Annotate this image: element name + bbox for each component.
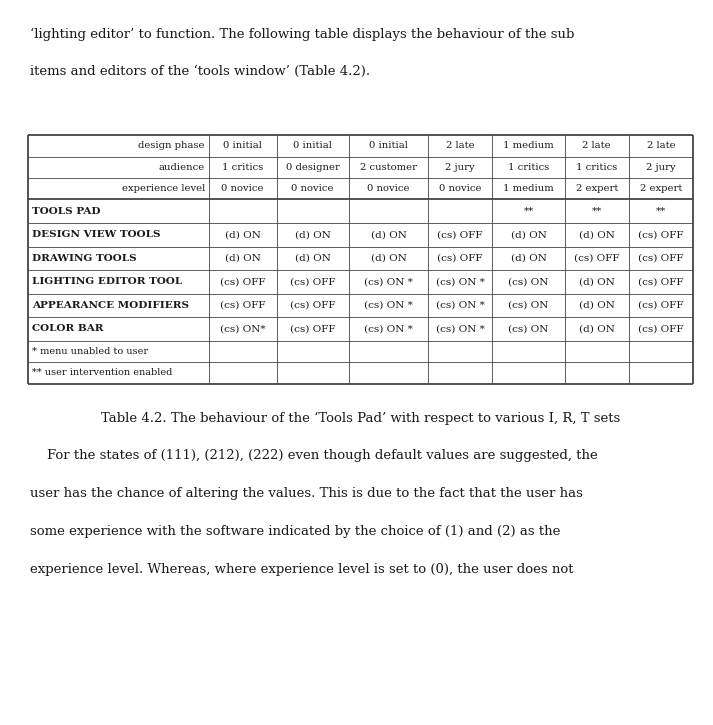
Text: (cs) OFF: (cs) OFF [438, 231, 483, 239]
Text: audience: audience [158, 162, 205, 172]
Text: 0 designer: 0 designer [286, 162, 339, 172]
Text: DESIGN VIEW TOOLS: DESIGN VIEW TOOLS [32, 231, 160, 239]
Text: (cs) ON *: (cs) ON * [364, 324, 413, 334]
Text: 0 initial: 0 initial [223, 141, 262, 150]
Text: 1 critics: 1 critics [222, 162, 263, 172]
Text: * menu unabled to user: * menu unabled to user [32, 347, 148, 356]
Text: (cs) ON *: (cs) ON * [364, 277, 413, 286]
Text: (cs) ON: (cs) ON [508, 324, 549, 334]
Text: (cs) ON: (cs) ON [508, 301, 549, 310]
Text: (d) ON: (d) ON [371, 231, 406, 239]
Text: 0 initial: 0 initial [293, 141, 332, 150]
Text: items and editors of the ‘tools window’ (Table 4.2).: items and editors of the ‘tools window’ … [30, 65, 370, 78]
Text: 0 novice: 0 novice [439, 184, 481, 194]
Text: (cs) OFF: (cs) OFF [220, 277, 265, 286]
Text: (cs) OFF: (cs) OFF [290, 277, 335, 286]
Text: (cs) OFF: (cs) OFF [638, 301, 684, 310]
Text: (cs) ON *: (cs) ON * [436, 324, 485, 334]
Text: COLOR BAR: COLOR BAR [32, 324, 103, 334]
Text: (cs) OFF: (cs) OFF [638, 277, 684, 286]
Text: 2 expert: 2 expert [640, 184, 682, 194]
Text: 2 late: 2 late [583, 141, 611, 150]
Text: 1 critics: 1 critics [508, 162, 549, 172]
Text: (cs) OFF: (cs) OFF [574, 254, 620, 262]
Text: 2 expert: 2 expert [575, 184, 618, 194]
Text: 0 novice: 0 novice [222, 184, 264, 194]
Text: user has the chance of altering the values. This is due to the fact that the use: user has the chance of altering the valu… [30, 487, 583, 500]
Text: (d) ON: (d) ON [225, 231, 261, 239]
Text: (cs) OFF: (cs) OFF [438, 254, 483, 262]
Text: (d) ON: (d) ON [579, 324, 615, 334]
Text: (cs) OFF: (cs) OFF [220, 301, 265, 310]
Text: (d) ON: (d) ON [579, 277, 615, 286]
Text: 0 novice: 0 novice [367, 184, 410, 194]
Text: (cs) ON: (cs) ON [508, 277, 549, 286]
Text: (cs) ON *: (cs) ON * [436, 301, 485, 310]
Text: (cs) OFF: (cs) OFF [638, 324, 684, 334]
Text: For the states of (111), (212), (222) even though default values are suggested, : For the states of (111), (212), (222) ev… [30, 450, 597, 463]
Text: 0 novice: 0 novice [292, 184, 334, 194]
Text: ** user intervention enabled: ** user intervention enabled [32, 368, 173, 377]
Text: experience level. Whereas, where experience level is set to (0), the user does n: experience level. Whereas, where experie… [30, 563, 573, 576]
Text: 1 critics: 1 critics [576, 162, 617, 172]
Text: 2 jury: 2 jury [446, 162, 475, 172]
Text: **: ** [523, 207, 533, 216]
Text: (cs) ON *: (cs) ON * [364, 301, 413, 310]
Text: 1 medium: 1 medium [503, 184, 554, 194]
Text: 2 customer: 2 customer [360, 162, 417, 172]
Text: (cs) OFF: (cs) OFF [290, 324, 335, 334]
Text: Table 4.2. The behaviour of the ‘Tools Pad’ with respect to various I, R, T sets: Table 4.2. The behaviour of the ‘Tools P… [101, 412, 620, 425]
Text: LIGHTING EDITOR TOOL: LIGHTING EDITOR TOOL [32, 277, 183, 286]
Text: 0 initial: 0 initial [369, 141, 408, 150]
Text: (cs) ON*: (cs) ON* [220, 324, 265, 334]
Text: 1 medium: 1 medium [503, 141, 554, 150]
Text: (cs) ON *: (cs) ON * [436, 277, 485, 286]
Text: (d) ON: (d) ON [294, 254, 331, 262]
Text: **: ** [592, 207, 602, 216]
Text: (d) ON: (d) ON [225, 254, 261, 262]
Text: DRAWING TOOLS: DRAWING TOOLS [32, 254, 137, 262]
Text: (d) ON: (d) ON [579, 301, 615, 310]
Text: TOOLS PAD: TOOLS PAD [32, 207, 101, 216]
Text: some experience with the software indicated by the choice of (1) and (2) as the: some experience with the software indica… [30, 526, 560, 539]
Text: 2 late: 2 late [647, 141, 675, 150]
Text: (d) ON: (d) ON [294, 231, 331, 239]
Text: design phase: design phase [138, 141, 205, 150]
Text: **: ** [656, 207, 666, 216]
Text: 2 late: 2 late [446, 141, 475, 150]
Text: (d) ON: (d) ON [511, 254, 546, 262]
Text: (cs) OFF: (cs) OFF [638, 231, 684, 239]
Text: (d) ON: (d) ON [511, 231, 546, 239]
Text: (d) ON: (d) ON [371, 254, 406, 262]
Text: APPEARANCE MODIFIERS: APPEARANCE MODIFIERS [32, 301, 189, 310]
Text: (cs) OFF: (cs) OFF [290, 301, 335, 310]
Text: ‘lighting editor’ to function. The following table displays the behaviour of the: ‘lighting editor’ to function. The follo… [30, 28, 575, 41]
Text: (cs) OFF: (cs) OFF [638, 254, 684, 262]
Text: (d) ON: (d) ON [579, 231, 615, 239]
Text: experience level: experience level [122, 184, 205, 194]
Text: 2 jury: 2 jury [646, 162, 676, 172]
